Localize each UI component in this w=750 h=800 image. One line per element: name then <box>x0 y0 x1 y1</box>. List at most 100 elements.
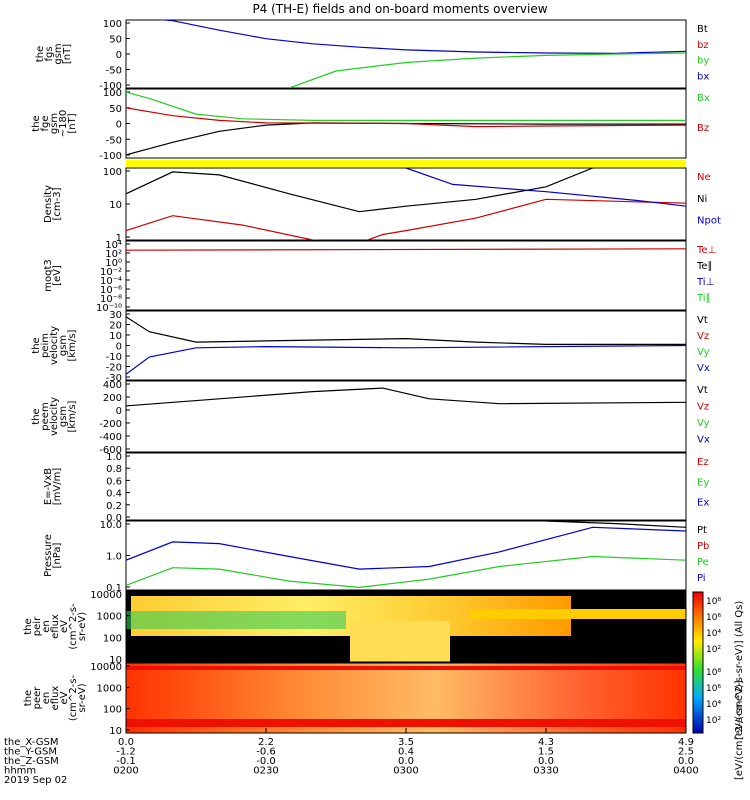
y-tick-label: 0 <box>116 342 122 353</box>
y-tick-label: 50 <box>109 35 122 46</box>
y-tick-label: 400 <box>103 380 122 391</box>
y-tick-label: 0.2 <box>106 501 122 512</box>
y-axis-label: velocity <box>49 397 60 436</box>
y-axis-label: eV <box>59 691 70 704</box>
y-axis-label: the <box>23 618 34 634</box>
y-axis-label: [km/s] <box>67 329 78 361</box>
legend-bx: bx <box>697 71 709 82</box>
y-tick-label: 1 <box>116 233 122 244</box>
y-axis-label: [nT] <box>67 113 78 133</box>
y-tick-label: -600 <box>99 445 122 456</box>
panel-efield: 1.00.80.6 0.40.20.0 E=-VxB[mV/m] Ez Ey Ex <box>43 452 709 524</box>
panel-peir: 10⁸ 10⁶ 10⁴ 10² [eV/(cm^2-s-sr-eV)] (All Qs)… <box>23 590 745 740</box>
y-tick-label: 10⁻⁸ <box>100 294 122 305</box>
y-tick-label: 100 <box>103 88 122 99</box>
y-axis-label: [cm-3] <box>52 187 63 220</box>
legend-bz: bz <box>697 40 709 51</box>
y-axis-label: peir <box>32 616 43 636</box>
series-line-Pe <box>126 555 686 589</box>
x-tick-label: 0200 <box>113 766 138 777</box>
y-tick-label: 10⁻⁶ <box>100 285 122 296</box>
x-tick-label: -0.6 <box>256 747 276 758</box>
legend-Vt: Vt <box>697 385 708 396</box>
y-axis-label: gsm <box>58 335 69 356</box>
y-tick-label: 30 <box>109 310 122 321</box>
x-tick-label: 0.0 <box>678 756 694 767</box>
x-tick-label: 0330 <box>533 766 558 777</box>
x-row-label: the_X-GSM <box>4 737 58 748</box>
y-axis-label: (cm^2-s- <box>68 603 79 650</box>
legend-Vy: Vy <box>697 347 710 358</box>
panel-frame <box>125 520 687 591</box>
y-tick-label: 1000 <box>97 612 122 623</box>
legend-Ne: Ne <box>697 172 711 183</box>
y-tick-label: -400 <box>99 432 122 443</box>
legend-Vt: Vt <box>697 315 708 326</box>
x-tick-label: 3.5 <box>398 737 414 748</box>
legend-Pi: Pi <box>697 573 706 584</box>
legend-Ex: Ex <box>697 498 709 509</box>
x-tick-label: -1.2 <box>116 747 136 758</box>
y-axis-label: fge <box>40 115 51 131</box>
colorbar-tick-label: 10⁴ <box>706 629 721 639</box>
series-line-Ni <box>126 168 593 213</box>
series-line-Vt <box>126 387 686 407</box>
y-axis-label: E=-VxB <box>43 468 54 505</box>
y-axis-label: Pressure <box>43 534 54 577</box>
y-axis-label: sr-eV) <box>77 612 88 641</box>
y-axis-label: gsm <box>49 113 60 134</box>
y-axis-label: sr-eV) <box>77 683 88 712</box>
colorbar-tick-label: 10² <box>706 645 721 655</box>
y-axis-label: fgs <box>44 46 55 61</box>
legend-Pb: Pb <box>697 541 709 552</box>
y-axis-label: gsm <box>53 43 64 64</box>
heatmap-band <box>350 621 450 662</box>
legend-Npot: Npot <box>697 216 721 227</box>
y-tick-label: 10.0 <box>100 520 122 531</box>
heatmap-band <box>470 609 686 619</box>
y-axis-label: [nT] <box>62 44 73 64</box>
y-axis-label: peim <box>40 333 51 358</box>
panel-density: 100 10 1 Density[cm-3] Ne Ni Npot <box>43 167 721 244</box>
y-tick-label: 1.0 <box>106 452 122 463</box>
legend-Bx: Bx <box>697 93 710 104</box>
panel-frame <box>125 380 687 453</box>
y-axis-label: eflux <box>50 686 61 711</box>
y-tick-label: 10 <box>109 331 122 342</box>
series-line-Pt <box>545 521 686 528</box>
plot-title: P4 (TH-E) fields and on-board moments ov… <box>252 2 547 16</box>
panel-peem: 400 200 0 -200 -400 -600 thepeemvelocitygsm[km… <box>31 380 710 456</box>
y-axis-label: en <box>41 692 52 705</box>
colorbar-tick-label: 10⁶ <box>706 613 721 623</box>
y-tick-label: 0 <box>116 406 122 417</box>
y-axis-label: the <box>35 46 46 62</box>
y-tick-label: 10⁻² <box>100 267 122 278</box>
panel-pressure: 10.0 1.0 0.1 Pressure[nPa] Pt Pb Pe Pi <box>43 520 709 594</box>
colorbar-label: [eV/(cm^2-s-sr-eV)] <box>734 680 745 780</box>
y-tick-label: 1.0 <box>106 552 122 563</box>
x-tick-label: 2.5 <box>678 747 694 758</box>
y-tick-label: 10000 <box>90 590 122 601</box>
legend-Te∥: Te∥ <box>696 261 713 272</box>
legend-Pe: Pe <box>697 557 709 568</box>
legend-Ti⊥: Ti⊥ <box>696 277 714 288</box>
y-axis-label: peer <box>32 686 43 710</box>
legend-by: by <box>697 56 709 67</box>
x-row-label: the_Y-GSM <box>4 747 57 758</box>
colorbar-tick-label: 10⁴ <box>706 700 721 710</box>
legend-Te⊥: Te⊥ <box>696 245 716 256</box>
x-tick-label: -0.1 <box>116 756 136 767</box>
legend-Bt: Bt <box>697 24 708 35</box>
x-tick-label: 0.0 <box>398 756 414 767</box>
panel-frame <box>125 167 687 241</box>
y-axis-label: (cm^2-s- <box>68 674 79 721</box>
y-axis-label: Density <box>43 185 54 223</box>
y-tick-label: -100 <box>99 151 122 162</box>
y-tick-label: -100 <box>99 81 122 92</box>
heatmap-band <box>126 719 686 727</box>
series-line-Pi <box>126 526 686 570</box>
